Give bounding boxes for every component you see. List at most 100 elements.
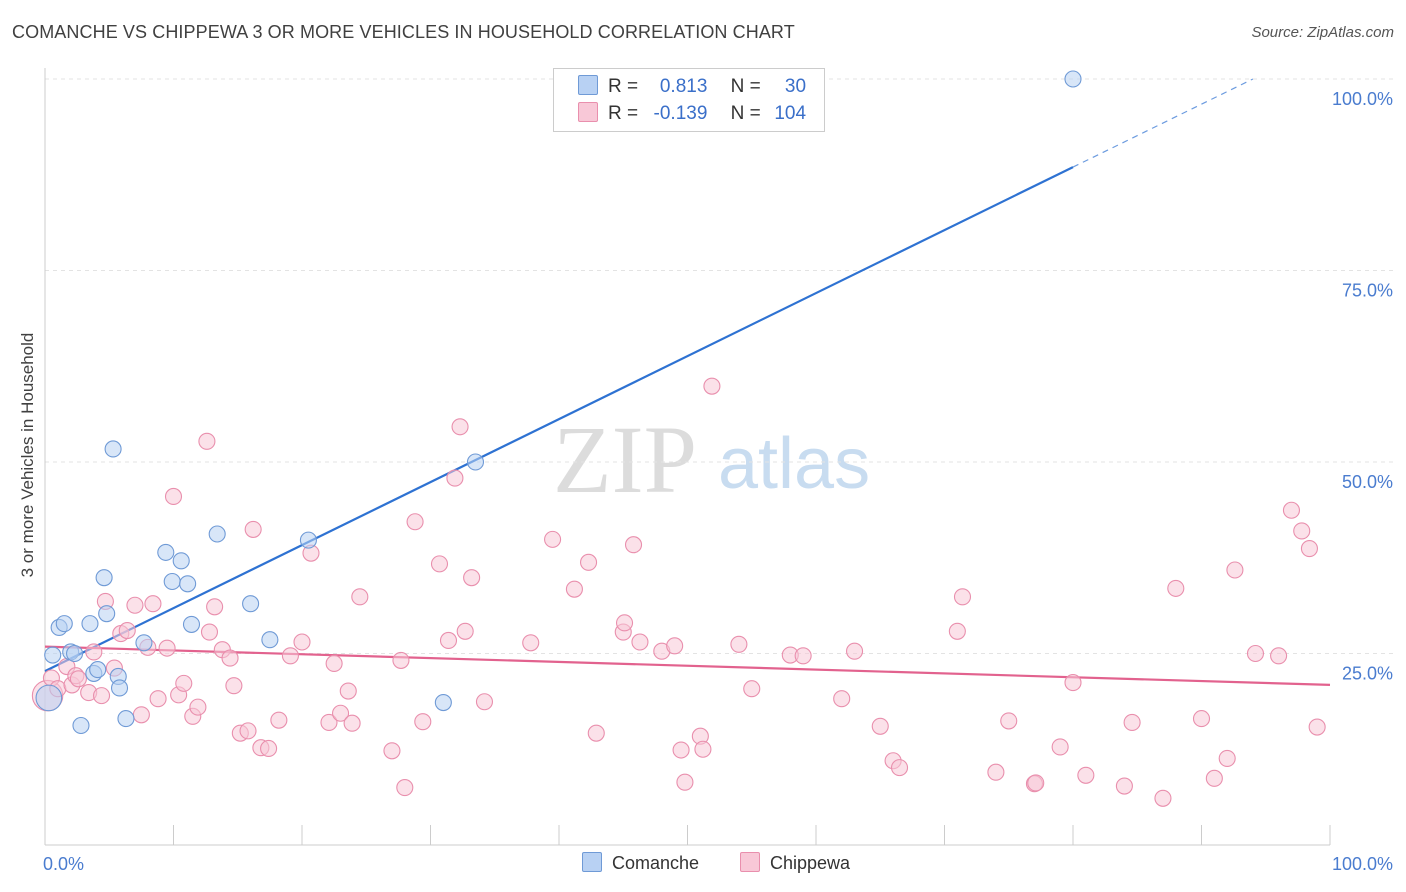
chippewa-point [871,717,889,735]
chippewa-point [439,631,458,650]
chippewa-point [293,633,311,651]
comanche-point [98,605,116,623]
chippewa-point [1115,777,1133,795]
comanche-point [81,615,99,633]
chippewa-point [339,682,357,700]
comanche-r-value: 0.813 [659,76,708,97]
comanche-r-label: R = [608,76,639,97]
comanche-point [157,543,175,561]
chippewa-point [730,635,748,653]
chippewa-point [239,722,257,740]
chippewa-point [206,598,224,616]
chippewa-point [414,713,432,731]
chippewa-point [1027,774,1045,792]
chippewa-point [703,377,721,395]
chippewa-point [383,742,401,760]
chippewa-point [343,714,361,732]
chippewa-point [175,674,193,692]
chippewa-point [225,677,243,695]
chippewa-trend-line [44,645,1331,687]
chippewa-point [451,418,469,436]
chippewa-point [260,739,278,758]
chippewa-point [244,520,262,538]
chippewa-point [890,759,909,777]
chippewa-point [69,670,87,688]
chippewa-point [118,621,136,640]
x-tick-label-left: 0.0% [43,854,84,874]
chippewa-point [615,614,634,632]
chippewa-point [1282,501,1300,519]
chippewa-point [198,432,216,450]
data-points [31,70,1326,807]
y-tick-label-75: 75.0% [1342,281,1393,301]
comanche-point [72,716,90,735]
chippewa-point [624,536,643,554]
comanche-point [66,644,84,663]
chippewa-point [672,741,690,759]
chippewa-point [331,704,350,722]
chippewa-point [463,569,481,587]
chippewa-point [189,698,207,716]
comanche-point [299,531,317,549]
chippewa-point [200,623,219,641]
chippewa-point [85,643,103,661]
comanche-n-value: 30 [784,76,807,97]
chippewa-point [522,634,540,652]
comanche-point [1064,70,1082,88]
chippewa-point [1226,561,1244,579]
bottom-legend-chippewa: Chippewa [740,852,850,874]
comanche-point [104,440,122,458]
chippewa-point [144,595,162,613]
chippewa-point [221,649,239,667]
chippewa-point [392,651,410,669]
chippewa-point [446,469,464,487]
chippewa-point [1077,766,1095,784]
chippewa-point [475,693,494,711]
chippewa-point [565,580,583,598]
comanche-point [55,615,73,633]
comanche-point [172,552,190,570]
comanche-n-label: N = [730,76,761,97]
chippewa-point [430,555,449,573]
chippewa-point [544,530,562,548]
comanche-point [434,693,452,712]
comanche-point [208,525,226,543]
chippewa-point [325,654,343,673]
chippewa-point [1167,579,1185,597]
chippewa-r-label: R = [608,103,639,124]
chippewa-point [743,680,761,698]
y-tick-label-50: 50.0% [1342,472,1393,492]
comanche-trend-line [44,166,1074,673]
chippewa-legend-swatch [740,852,760,872]
chippewa-point [1218,749,1236,767]
chippewa-point [1246,644,1265,663]
chippewa-point [1270,647,1288,665]
comanche-point [182,615,201,633]
chippewa-point [694,740,712,758]
chippewa-point [132,706,150,724]
chippewa-r-value: -0.139 [653,103,708,124]
chippewa-point [351,588,369,606]
grid-lines [45,78,1395,654]
comanche-legend-label: Comanche [612,853,700,873]
comanche-point [242,595,260,613]
comanche-point [110,679,129,697]
chippewa-n-value: 104 [774,103,807,124]
chippewa-point [666,637,684,655]
bottom-legend-comanche: Comanche [582,852,699,874]
comanche-point [135,634,153,652]
chippewa-point [948,622,966,640]
chippewa-point [158,639,176,657]
comanche-point [466,453,485,471]
chippewa-point [794,647,812,665]
chippewa-point [1192,710,1211,728]
comanche-swatch [578,75,598,95]
comanche-point [35,684,63,712]
chippewa-point [1308,718,1326,736]
chippewa-point [320,713,338,731]
chippewa-point [1205,769,1223,787]
comanche-trend-extension [1072,78,1254,168]
chippewa-point [676,773,694,791]
axes [44,68,1331,846]
